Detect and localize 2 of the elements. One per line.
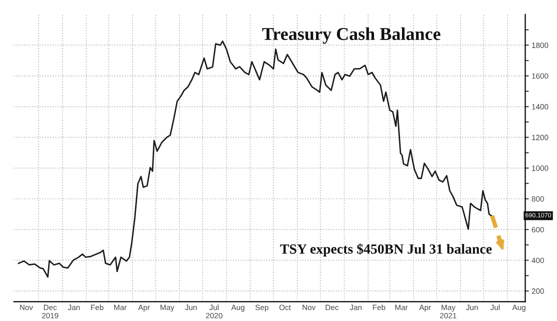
annotation: TSY expects $450BN Jul 31 balance: [280, 244, 492, 257]
text: Treasury Cash Balance: [262, 27, 440, 44]
